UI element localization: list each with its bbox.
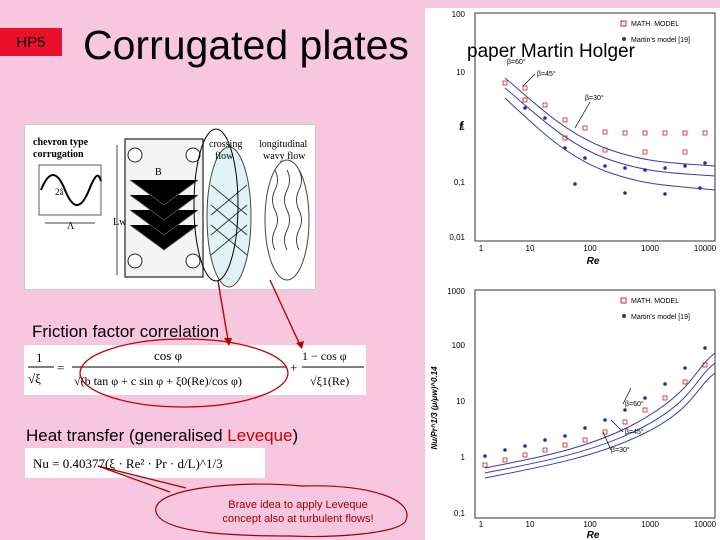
ylabel-bottom: Nu/Pr^1/3 (μ/μw)^0.14 [430,366,439,450]
xtick-bot-0: 1 [479,520,484,529]
ytick-bot-4: 0,1 [454,509,466,518]
svg-text:+: + [290,360,297,375]
heat-label-suffix: ) [292,426,299,445]
xtick-top-0: 1 [479,244,484,253]
heat-transfer-label: Heat transfer (generalised Leveque) [26,426,298,446]
friction-rhs-num: 1 − cos φ [302,349,347,363]
xlabel-top: Re [587,256,600,267]
plots-panel: 100 10 1 0,1 0,01 1 10 100 1000 10000 Re… [425,8,720,540]
annot-top-30: β=30° [585,94,604,102]
plate-schematic: chevron type corrugation 2â Λ Lw B φ cro… [24,124,316,290]
callout-line-1: Brave idea to apply Leveque [228,499,368,511]
callout-line-2: concept also at turbulent flows! [222,513,374,525]
heat-label-leveque: Leveque [227,426,293,445]
friction-rhs-den: √ξ1(Re) [310,374,349,388]
ytick-top-2: 1 [461,123,466,132]
friction-equation-svg: 1 √ξ = cos φ √(b tan φ + c sin φ + ξ0(Re… [28,348,364,388]
legend-bot-martin: Martin's model [19] [631,314,690,321]
ytick-top-3: 0,1 [454,178,466,187]
hp-badge: HP5 [0,28,62,56]
ytick-top-1: 10 [456,68,465,77]
heat-equation-svg: Nu = 0.40377(ξ · Re² · Pr · d/L)^1/3 [33,456,223,471]
crossing-label-2: flow [215,151,234,162]
friction-den: √(b tan φ + c sin φ + ξ0(Re)/cos φ) [74,374,242,388]
friction-lhs-den: √ξ [28,371,41,386]
longitudinal-label-2: wavy flow [263,151,306,162]
annot-bot-60: β=60° [625,400,644,408]
sym-lambda: Λ [67,221,75,232]
friction-lhs: 1 [36,350,43,365]
annot-top-45: β=45° [537,70,556,78]
sym-2a: 2â [55,187,64,197]
annot-top-60: β=60° [507,58,526,66]
xlabel-bottom: Re [587,530,600,540]
ytick-bot-0: 1000 [447,287,465,296]
ytick-top-4: 0,01 [449,233,465,242]
paper-caption: paper Martin Holger [467,41,635,62]
xtick-top-3: 1000 [641,244,659,253]
crossing-label-1: crossing [209,139,242,150]
ytick-bot-2: 10 [456,397,465,406]
friction-num: cos φ [154,348,182,363]
ylabel-top: f [459,119,464,133]
slide-title: Corrugated plates [83,22,409,68]
annot-bot-45: β=45° [625,428,644,436]
sym-lw: Lw [113,217,127,228]
chevron-label-2: corrugation [33,149,84,160]
heat-transfer-equation: Nu = 0.40377(ξ · Re² · Pr · d/L)^1/3 [25,448,265,478]
xtick-bot-1: 10 [526,520,535,529]
xtick-top-2: 100 [583,244,597,253]
callout-text: Brave idea to apply Leveque concept also… [188,498,408,526]
svg-text:=: = [57,360,64,375]
legend-top-model: MATH. MODEL [631,21,679,28]
xtick-bot-3: 1000 [641,520,659,529]
annot-bot-30: β=30° [611,446,630,454]
xtick-bot-4: 10000 [694,520,717,529]
sym-b: B [155,167,162,178]
heat-eq-text: Nu = 0.40377(ξ · Re² · Pr · d/L)^1/3 [33,456,223,471]
ytick-bot-3: 1 [461,453,466,462]
chevron-label-1: chevron type [33,137,89,148]
friction-equation: 1 √ξ = cos φ √(b tan φ + c sin φ + ξ0(Re… [24,345,366,395]
xtick-top-4: 10000 [694,244,717,253]
schematic-svg: chevron type corrugation 2â Λ Lw B φ cro… [33,137,310,288]
xtick-top-1: 10 [526,244,535,253]
plot-top: 100 10 1 0,1 0,01 1 10 100 1000 10000 Re… [449,10,716,267]
legend-top-martin: Martin's model [19] [631,37,690,44]
longitudinal-label-1: longitudinal [259,139,308,150]
xtick-bot-2: 100 [583,520,597,529]
sym-phi: φ [171,229,177,240]
plots-svg: 100 10 1 0,1 0,01 1 10 100 1000 10000 Re… [430,10,717,540]
plot-bottom: 1000 100 10 1 0,1 1 10 100 1000 10000 Re… [430,287,717,540]
friction-factor-label: Friction factor correlation [32,322,220,341]
ytick-top-0: 100 [452,10,466,19]
legend-bot-model: MATH. MODEL [631,298,679,305]
ytick-bot-1: 100 [452,341,466,350]
heat-label-prefix: Heat transfer (generalised [26,426,228,445]
